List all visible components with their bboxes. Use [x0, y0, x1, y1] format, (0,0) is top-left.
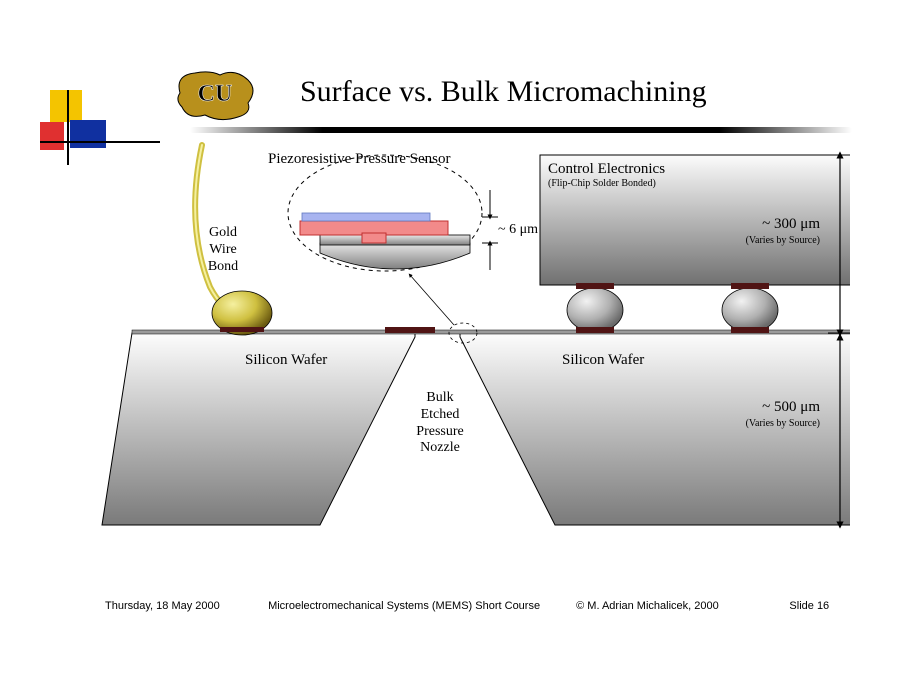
footer-date: Thursday, 18 May 2000 [105, 600, 265, 612]
label-gold-wire-bond: Gold Wire Bond [198, 225, 248, 275]
label-silicon-wafer-left: Silicon Wafer [245, 351, 327, 369]
label-bulk-etched: Bulk Etched Pressure Nozzle [400, 390, 480, 457]
label-varies-500: (Varies by Source) [700, 418, 820, 429]
footer-copyright: © M. Adrian Michalicek, 2000 [576, 600, 766, 612]
slide-container: CU Surface vs. Bulk Micromachining [50, 55, 850, 615]
label-varies-300: (Varies by Source) [700, 235, 820, 246]
label-300um: ~ 300 μm [700, 215, 820, 233]
label-piezoresistive: Piezoresistive Pressure Sensor [268, 150, 450, 168]
label-500um: ~ 500 μm [700, 398, 820, 416]
slide-footer: Thursday, 18 May 2000 Microelectromechan… [105, 600, 855, 612]
label-silicon-wafer-right: Silicon Wafer [562, 351, 644, 369]
footer-slide: Slide 16 [769, 600, 829, 612]
label-flip-chip: (Flip-Chip Solder Bonded) [548, 178, 656, 189]
micromachining-diagram [50, 55, 850, 615]
label-control-electronics: Control Electronics [548, 160, 665, 178]
footer-course: Microelectromechanical Systems (MEMS) Sh… [268, 600, 573, 612]
label-six-um: ~ 6 μm [498, 222, 538, 239]
